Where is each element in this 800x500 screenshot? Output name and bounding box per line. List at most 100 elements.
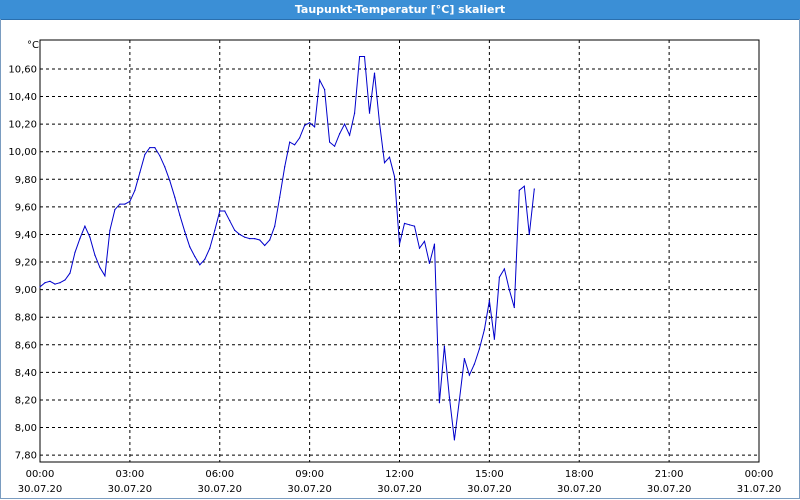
data-point [483,329,485,331]
data-point [189,246,191,248]
data-point [209,247,211,249]
x-tick-time-label: 18:00 [565,469,594,480]
data-points [39,55,535,441]
grid-lines [40,40,759,462]
data-point [518,189,520,191]
data-point [458,399,461,401]
data-point [139,171,141,173]
data-point [289,141,291,143]
data-point [284,166,286,168]
y-tick-label: 8,00 [15,423,37,434]
data-point [84,225,86,227]
y-axis-unit: °C [27,40,39,51]
y-tick-label: 9,80 [15,175,37,186]
data-point [338,133,341,135]
data-point [54,283,56,285]
data-point [144,153,146,156]
x-tick-time-label: 12:00 [385,469,414,480]
data-point [523,185,525,187]
x-axis-ticks: 00:00 30.07.20 03:00 30.07.20 06:00 30.07.20 0… [18,469,782,495]
data-point [234,229,236,231]
data-point [194,255,196,258]
data-point [184,231,186,233]
dewpoint-series-line [39,56,535,440]
data-point [453,439,456,441]
data-point [378,122,381,124]
data-point [309,122,311,124]
data-point [528,233,530,236]
data-point [154,146,156,149]
data-point [393,175,396,178]
data-point [259,239,261,241]
data-point [249,237,251,240]
data-point [59,282,61,284]
y-tick-label: 10,40 [8,92,37,103]
data-point [74,251,76,253]
data-point [373,72,376,74]
data-point [299,137,301,139]
data-point [383,162,386,164]
data-point [199,264,201,266]
data-point [533,188,535,190]
y-tick-label: 10,60 [8,64,37,75]
data-point [79,237,81,240]
y-tick-label: 9,40 [15,230,37,241]
data-point [89,236,91,238]
x-tick-date-label: 30.07.20 [557,484,602,495]
data-point [473,363,475,365]
y-tick-label: 9,60 [15,202,37,213]
data-point [169,180,171,182]
data-point [164,166,166,168]
data-point [343,123,346,125]
x-tick-date-label: 30.07.20 [18,484,63,495]
data-point [129,200,131,202]
data-point [314,126,316,128]
data-point [114,209,116,211]
data-point [488,300,490,302]
data-point [388,156,391,158]
data-point [219,210,221,212]
data-point [149,146,151,149]
data-point [119,203,121,205]
y-tick-label: 8,60 [15,340,37,351]
data-point [204,258,206,260]
y-tick-label: 8,80 [15,313,37,324]
data-point [508,289,510,291]
data-point [428,262,431,265]
data-point [403,222,406,225]
y-tick-label: 10,00 [8,147,37,158]
x-tick-time-label: 03:00 [115,469,144,480]
window-titlebar: Taupunkt-Temperatur [°C] skaliert [0,0,800,20]
data-point [264,244,266,247]
data-point [478,348,480,350]
y-tick-label: 9,20 [15,258,37,269]
data-point [279,196,281,198]
data-point [304,124,306,127]
data-point [363,55,366,58]
x-tick-date-label: 30.07.20 [647,484,692,495]
x-tick-time-label: 21:00 [655,469,684,480]
data-point [224,210,226,212]
data-point [39,286,41,288]
data-point [328,141,331,143]
data-point [69,272,71,274]
data-point [368,112,371,114]
data-point [124,203,126,205]
data-point [503,268,505,270]
x-tick-date-label: 30.07.20 [287,484,332,495]
data-point [358,55,361,58]
data-point [443,345,446,347]
data-point [324,89,326,91]
x-tick-date-label: 30.07.20 [108,484,153,495]
data-point [423,240,426,242]
data-point [239,233,241,236]
data-point [174,196,176,198]
data-point [433,243,436,245]
data-point [513,306,515,309]
y-tick-label: 9,00 [15,285,37,296]
data-point [468,374,471,376]
data-point [94,254,96,256]
x-tick-time-label: 09:00 [295,469,324,480]
data-point [269,239,271,241]
